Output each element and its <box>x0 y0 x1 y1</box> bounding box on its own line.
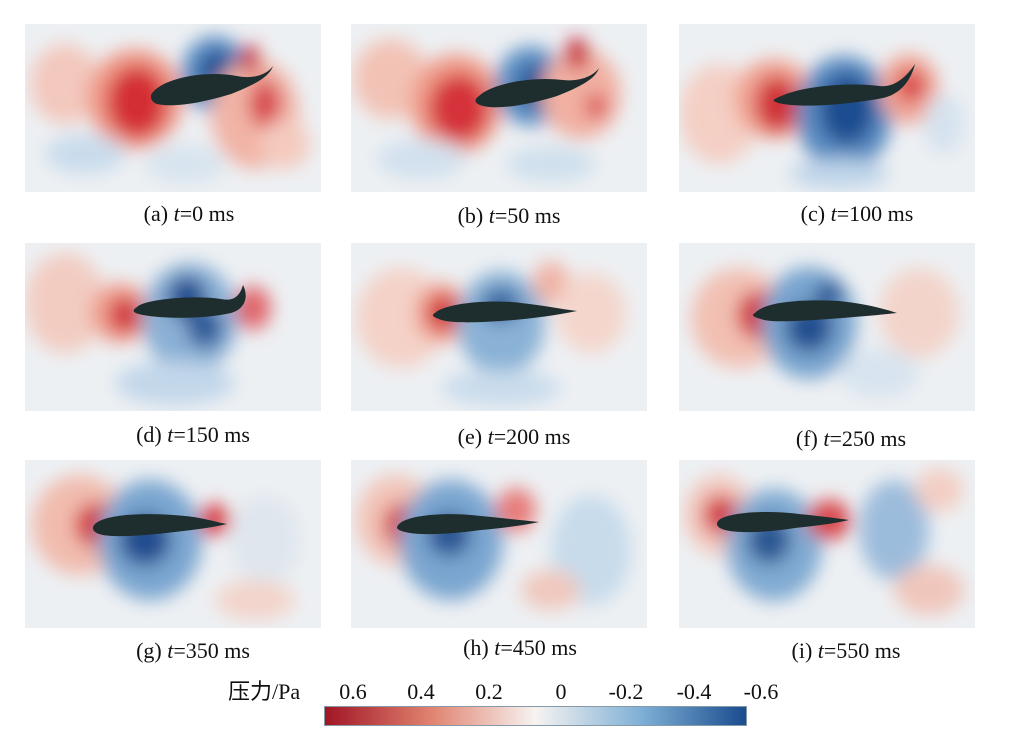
panel-caption-g: (g) t=350 ms <box>136 638 250 663</box>
panel-caption-d: (d) t=150 ms <box>136 422 250 447</box>
colorbar-tick: 0.2 <box>475 679 503 704</box>
pressure-field-panel-h <box>351 460 647 628</box>
pressure-field-panel-e <box>351 243 647 411</box>
pressure-field-panel-d <box>25 243 321 411</box>
colorbar-title: 压力/Pa <box>228 679 301 704</box>
colorbar-tick: 0.4 <box>407 679 435 704</box>
pressure-field-panel-f <box>679 243 975 411</box>
colorbar-tick: -0.2 <box>608 679 644 704</box>
pressure-field-panel-a <box>25 24 321 192</box>
panel-caption-h: (h) t=450 ms <box>463 635 577 660</box>
pressure-field-panel-b <box>351 24 647 192</box>
panel-caption-c: (c) t=100 ms <box>800 201 914 226</box>
panel-caption-a: (a) t=0 ms <box>143 201 235 226</box>
panel-caption-e: (e) t=200 ms <box>457 424 571 449</box>
pressure-field-panel-i <box>679 460 975 628</box>
colorbar-tick: 0 <box>555 679 567 704</box>
colorbar-tick: -0.6 <box>743 679 779 704</box>
pressure-field-panel-g <box>25 460 321 628</box>
colorbar-tick: -0.4 <box>676 679 712 704</box>
pressure-colorbar <box>324 706 747 726</box>
pressure-field-panel-c <box>679 24 975 192</box>
panel-caption-f: (f) t=250 ms <box>795 426 907 451</box>
panel-caption-b: (b) t=50 ms <box>457 203 561 228</box>
panel-caption-i: (i) t=550 ms <box>791 638 901 663</box>
colorbar-tick: 0.6 <box>339 679 367 704</box>
